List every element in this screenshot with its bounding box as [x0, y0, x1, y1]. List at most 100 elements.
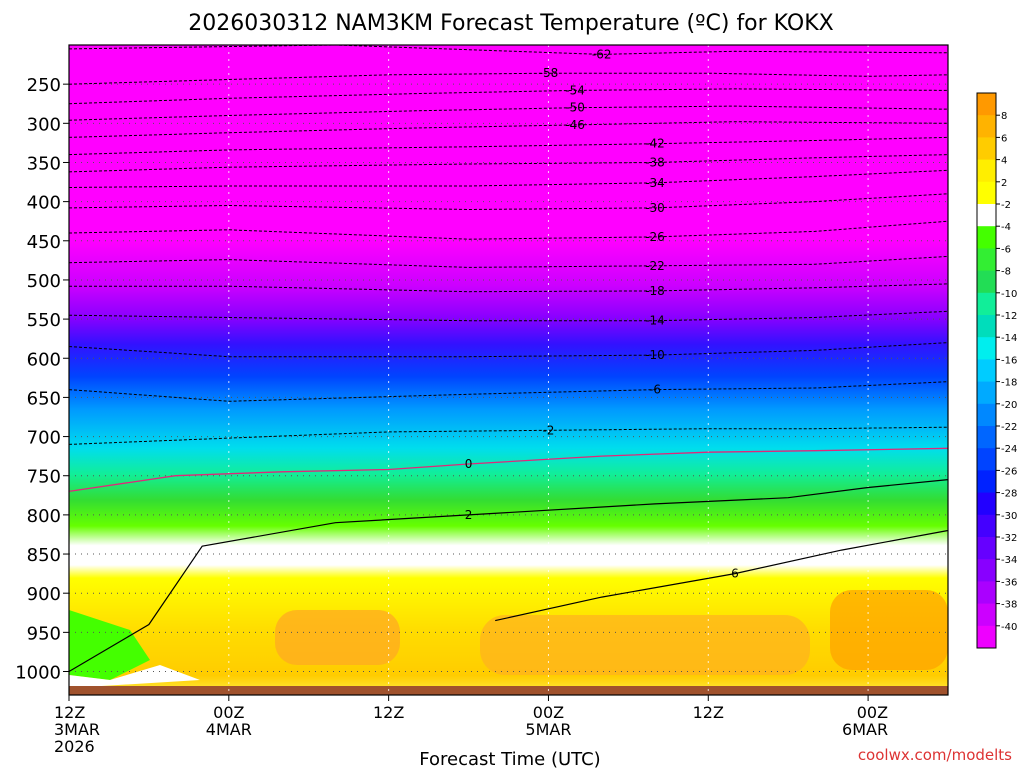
colorbar-label: -12	[1001, 311, 1017, 322]
isotherm-line	[68, 169, 949, 188]
plot-border	[68, 44, 949, 696]
isotherm-line-label: -58	[539, 66, 559, 80]
warm-core-blob	[275, 610, 400, 665]
colorbar-swatch	[977, 359, 996, 383]
colorbar-swatch	[977, 137, 996, 161]
warm-isotherm-line-label: 6	[731, 567, 739, 581]
isotherm-line-label: -6	[649, 383, 661, 397]
y-tick-label: 650	[27, 388, 61, 409]
isotherm-line-label: -42	[645, 137, 665, 151]
colorbar-swatch	[977, 537, 996, 560]
isotherm-line-label: -26	[645, 230, 665, 244]
isotherm-line-label: -34	[645, 176, 665, 190]
colorbar-swatch	[977, 270, 996, 294]
colorbar-label: -28	[1001, 489, 1017, 500]
colorbar-label: -22	[1001, 422, 1017, 433]
colorbar-swatch	[977, 115, 996, 138]
colorbar-label: -2	[1001, 200, 1011, 211]
isotherm-line-label: -46	[565, 118, 585, 132]
isotherm-line-label: -54	[565, 83, 585, 97]
isotherm-line-label: -10	[645, 348, 665, 362]
colorbar-swatch	[977, 603, 996, 627]
colorbar-swatch	[977, 559, 996, 582]
freezing-line	[68, 447, 949, 493]
y-tick-label: 550	[27, 310, 61, 331]
isotherm-line-label: -22	[645, 259, 665, 273]
surface-white	[69, 665, 200, 688]
isotherm-contours: -62-58-54-50-46-42-38-34-30-26-22-18-14-…	[68, 44, 949, 673]
colorbar-swatch	[977, 581, 996, 605]
chart-title: 2026030312 NAM3KM Forecast Temperature (…	[188, 11, 833, 36]
isotherm-line	[68, 426, 949, 445]
isotherm-line-label: -30	[645, 201, 665, 215]
isotherm-line	[68, 154, 949, 173]
colorbar-swatch	[977, 315, 996, 338]
y-tick-label: 450	[27, 232, 61, 253]
isotherm-line	[68, 44, 949, 55]
x-tick-label: 12Z	[373, 703, 404, 722]
colorbar-swatch	[977, 514, 996, 538]
isotherm-line	[68, 121, 949, 138]
isotherm-line-label: -18	[645, 284, 665, 298]
x-tick-label: 5MAR	[525, 720, 571, 739]
colorbar-swatch	[977, 381, 996, 405]
y-tick-label: 300	[27, 114, 61, 135]
warm-core-blob	[480, 615, 810, 675]
y-tick-label: 500	[27, 271, 61, 292]
colorbar-swatch	[977, 470, 996, 494]
y-tick-label: 850	[27, 545, 61, 566]
colorbar-label: -30	[1001, 511, 1017, 522]
temperature-field	[69, 45, 948, 695]
colorbar-swatch	[977, 204, 996, 227]
cold-wedge	[69, 610, 150, 680]
isotherm-line	[68, 193, 949, 211]
x-tick-label: 12Z	[693, 703, 724, 722]
x-tick-label: 4MAR	[206, 720, 252, 739]
colorbar-label: -16	[1001, 355, 1017, 366]
warm-isotherm-line	[68, 479, 949, 673]
isotherm-line-label: -62	[592, 47, 612, 61]
colorbar-label: 6	[1001, 133, 1007, 144]
colorbar-swatch	[977, 337, 996, 360]
isotherm-line-label: -38	[645, 155, 665, 169]
colorbar-label: -4	[1001, 222, 1011, 233]
colorbar-swatch	[977, 403, 996, 427]
y-tick-label: 400	[27, 193, 61, 214]
colorbar-label: -26	[1001, 466, 1017, 477]
isotherm-line-label: -2	[542, 423, 554, 437]
isotherm-line	[69, 283, 949, 293]
colorbar-label: 4	[1001, 156, 1007, 167]
x-tick-label: 3MAR	[54, 720, 100, 739]
gridlines	[68, 45, 948, 695]
colorbar-swatch	[977, 181, 996, 205]
colorbar-label: -14	[1001, 333, 1017, 344]
credit-text: coolwx.com/modelts	[858, 746, 1012, 764]
colorbar-label: -40	[1001, 622, 1017, 633]
x-tick-label: 00Z	[857, 703, 888, 722]
colorbar-swatch	[977, 625, 996, 649]
isotherm-line	[68, 255, 949, 268]
isotherm-line	[68, 310, 949, 322]
ground-strip	[69, 686, 948, 695]
colorbar-label: -38	[1001, 600, 1017, 611]
isotherm-line	[68, 220, 949, 240]
isotherm-line	[68, 105, 949, 121]
colorbar-swatch	[977, 448, 996, 471]
x-tick-label: 00Z	[213, 703, 244, 722]
colorbar-swatch	[977, 248, 996, 272]
isotherm-line	[68, 136, 949, 156]
y-tick-label: 700	[27, 428, 61, 449]
colorbar-swatch	[977, 292, 996, 316]
colorbar-label: -10	[1001, 289, 1017, 300]
colorbar-swatch	[977, 426, 996, 449]
colorbar: 8 6 4 2 -2 -4 -6 -8 -10 -12 -14 -16 -18 -20 -22 -24 -26 -…	[976, 92, 1017, 649]
y-tick-label: 250	[27, 75, 61, 96]
colorbar-swatch	[977, 93, 996, 116]
y-tick-label: 750	[27, 467, 61, 488]
x-tick-label: 6MAR	[842, 720, 888, 739]
x-axis-label: Forecast Time (UTC)	[419, 749, 600, 768]
plot-area: -62-58-54-50-46-42-38-34-30-26-22-18-14-…	[68, 44, 949, 696]
colorbar-label: -32	[1001, 533, 1017, 544]
colorbar-label: 2	[1001, 178, 1007, 189]
x-tick-label: 2026	[54, 737, 95, 756]
